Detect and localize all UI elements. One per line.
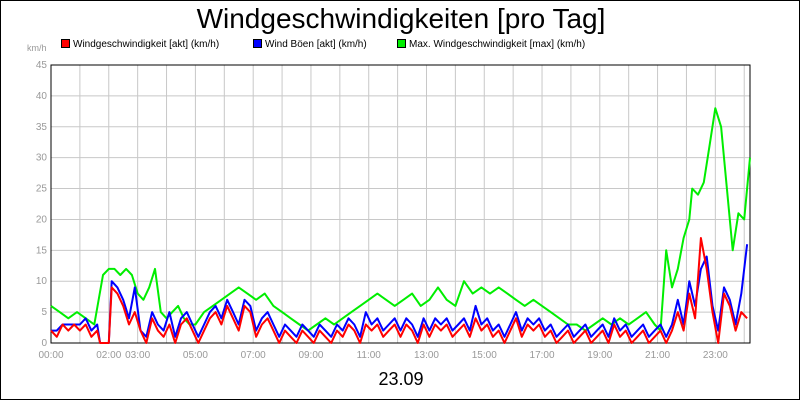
x-tick-label: 13:00	[414, 350, 439, 361]
y-axis-unit-label: km/h	[27, 43, 47, 53]
x-tick-label: 17:00	[530, 350, 555, 361]
y-tick-label: 15	[36, 245, 48, 256]
y-tick-label: 0	[41, 338, 47, 349]
series-line-gusts	[51, 244, 749, 344]
y-tick-label: 25	[36, 184, 48, 195]
y-tick-label: 30	[36, 153, 48, 164]
x-tick-label: 02:00	[96, 350, 121, 361]
x-tick-label: 09:00	[298, 350, 323, 361]
legend-swatch-green	[397, 38, 406, 48]
plot-border	[50, 64, 751, 344]
y-tick-label: 45	[36, 60, 48, 71]
legend-item-max: Max. Windgeschwindigkeit [max] (km/h)	[397, 38, 586, 50]
y-tick-label: 10	[36, 276, 48, 287]
y-tick-label: 20	[36, 214, 48, 225]
x-tick-label: 05:00	[183, 350, 208, 361]
x-tick-label: 07:00	[241, 350, 266, 361]
series-line-speed	[50, 237, 748, 344]
y-tick-label: 5	[41, 307, 47, 318]
legend-swatch-blue	[253, 38, 262, 48]
x-tick-label: 03:00	[125, 350, 150, 361]
x-tick-label: 19:00	[587, 350, 612, 361]
x-tick-label: 00:00	[38, 350, 63, 361]
x-tick-label: 15:00	[472, 350, 497, 361]
date-label: 23.09	[378, 369, 424, 389]
legend-label-max: Max. Windgeschwindigkeit [max] (km/h)	[409, 39, 586, 50]
x-tick-label: 23:00	[703, 350, 728, 361]
y-tick-label: 40	[36, 91, 48, 102]
legend-label-speed: Windgeschwindigkeit [akt] (km/h)	[73, 39, 220, 50]
series-line-max	[50, 107, 751, 332]
chart-title: Windgeschwindigkeiten [pro Tag]	[196, 3, 606, 34]
x-tick-label: 21:00	[645, 350, 670, 361]
y-tick-label: 35	[36, 122, 48, 133]
legend-label-gusts: Wind Böen [akt] (km/h)	[265, 39, 367, 50]
legend-swatch-red	[61, 38, 70, 48]
legend-item-speed: Windgeschwindigkeit [akt] (km/h)	[61, 38, 220, 50]
legend-item-gusts: Wind Böen [akt] (km/h)	[253, 38, 367, 50]
x-tick-label: 11:00	[357, 350, 382, 361]
